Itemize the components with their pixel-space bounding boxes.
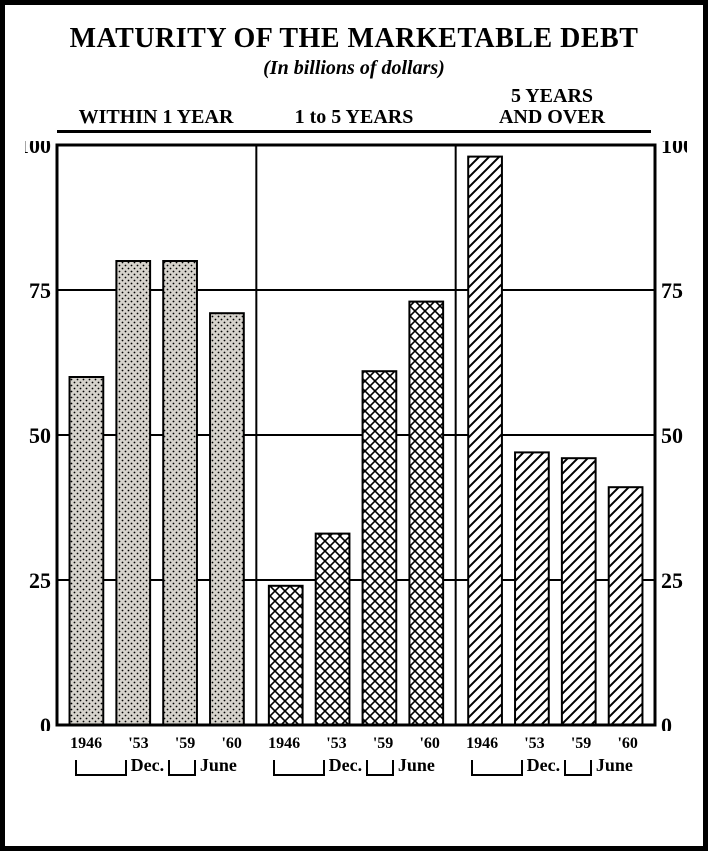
- group-labels-row: WITHIN 1 YEAR 1 to 5 YEARS 5 YEARS AND O…: [25, 86, 683, 133]
- year-2-1: '53: [524, 735, 544, 753]
- group-label-2-line0: 5 YEARS: [453, 86, 651, 107]
- svg-text:0: 0: [40, 713, 51, 731]
- xgroup-0-bracket: Dec. June: [57, 755, 255, 776]
- bracket-2-right-label: June: [596, 755, 633, 776]
- svg-text:75: 75: [661, 278, 683, 303]
- group-label-0: WITHIN 1 YEAR: [57, 86, 255, 133]
- year-0-3: '60: [221, 735, 241, 753]
- svg-text:100: 100: [25, 141, 51, 158]
- svg-text:100: 100: [661, 141, 687, 158]
- year-1-0: 1946: [268, 735, 300, 753]
- xgroup-1-bracket: Dec. June: [255, 755, 453, 776]
- chart-title: MATURITY OF THE MARKETABLE DEBT: [25, 23, 683, 55]
- year-2-2: '59: [571, 735, 591, 753]
- group-label-0-text: WITHIN 1 YEAR: [57, 107, 255, 133]
- xgroup-1: 1946 '53 '59 '60 Dec. June: [255, 735, 453, 776]
- group-label-1-text: 1 to 5 YEARS: [255, 107, 453, 133]
- year-1-2: '59: [373, 735, 393, 753]
- xgroup-2: 1946 '53 '59 '60 Dec. June: [453, 735, 651, 776]
- xaxis-row: 1946 '53 '59 '60 Dec. June 1946 '53 '59 …: [25, 735, 683, 776]
- bracket-1-left: [273, 764, 324, 776]
- plot-area: 00252550507575100100: [25, 141, 683, 731]
- year-0-0: 1946: [70, 735, 102, 753]
- bracket-2-left-label: Dec.: [527, 755, 560, 776]
- bracket-2-mid: [564, 764, 592, 776]
- year-0-1: '53: [128, 735, 148, 753]
- year-1-1: '53: [326, 735, 346, 753]
- xgroup-0: 1946 '53 '59 '60 Dec. June: [57, 735, 255, 776]
- bracket-0-mid: [168, 764, 196, 776]
- plot-svg: 0 0 25 25 50 50 75 75 100 100: [25, 141, 687, 731]
- bracket-2-left: [471, 764, 522, 776]
- svg-text:0: 0: [661, 713, 672, 731]
- svg-text:25: 25: [29, 568, 51, 593]
- bracket-1-left-label: Dec.: [329, 755, 362, 776]
- bracket-1-mid: [366, 764, 394, 776]
- year-0-2: '59: [175, 735, 195, 753]
- group-label-1: 1 to 5 YEARS: [255, 86, 453, 133]
- xgroup-2-bracket: Dec. June: [453, 755, 651, 776]
- svg-text:50: 50: [661, 423, 683, 448]
- year-1-3: '60: [419, 735, 439, 753]
- bracket-0-left: [75, 764, 126, 776]
- chart-frame: MATURITY OF THE MARKETABLE DEBT (In bill…: [0, 0, 708, 851]
- bracket-0-right-label: June: [200, 755, 237, 776]
- group-label-2: 5 YEARS AND OVER: [453, 86, 651, 133]
- xgroup-0-years: 1946 '53 '59 '60: [57, 735, 255, 753]
- year-2-3: '60: [617, 735, 637, 753]
- svg-text:25: 25: [661, 568, 683, 593]
- svg-text:75: 75: [29, 278, 51, 303]
- xgroup-2-years: 1946 '53 '59 '60: [453, 735, 651, 753]
- bracket-0-left-label: Dec.: [131, 755, 164, 776]
- year-2-0: 1946: [466, 735, 498, 753]
- svg-text:50: 50: [29, 423, 51, 448]
- bracket-1-right-label: June: [398, 755, 435, 776]
- xgroup-1-years: 1946 '53 '59 '60: [255, 735, 453, 753]
- group-label-2-line1: AND OVER: [453, 107, 651, 133]
- chart-subtitle: (In billions of dollars): [25, 57, 683, 80]
